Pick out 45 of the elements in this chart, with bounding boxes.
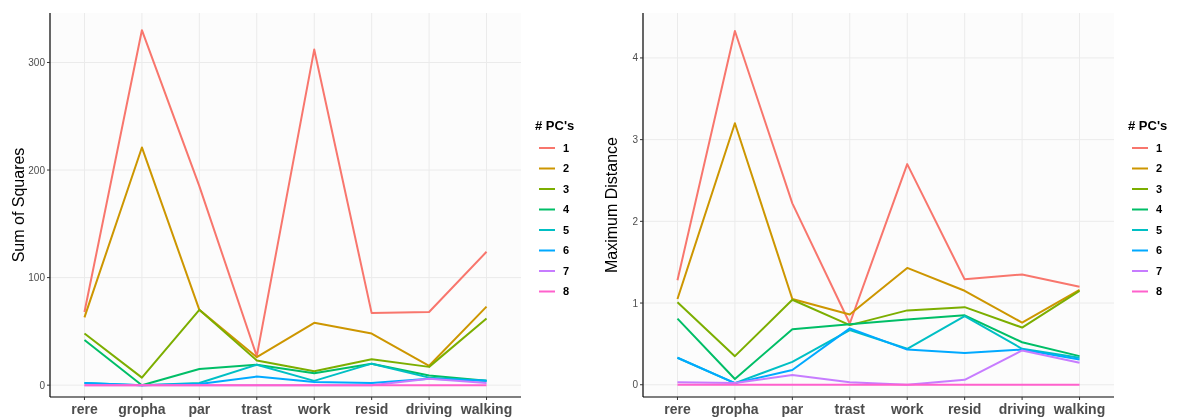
y-axis-title: Sum of Squares [10,147,27,263]
y-tick-label: 4 [632,52,639,64]
legend-label: 5 [1156,223,1163,236]
y-tick-label: 100 [28,272,46,284]
legend-label: 4 [563,203,570,216]
legend-label: 7 [1156,264,1163,277]
y-tick-label: 0 [39,379,46,391]
legend-label: 3 [563,182,570,195]
x-tick-label: trast [241,401,273,417]
legend-title: # PC's [1128,118,1168,133]
legend-label: 5 [563,223,570,236]
legend-label: 8 [563,285,570,298]
legend-label: 8 [1156,285,1163,298]
legend-label: 1 [1156,141,1163,154]
x-tick-label: par [781,401,804,417]
legend-label: 6 [563,244,570,257]
y-tick-label: 200 [28,164,46,176]
x-tick-label: gropha [711,401,759,417]
legend-label: 4 [1156,203,1163,216]
x-tick-label: driving [998,401,1046,417]
x-tick-label: rere [664,401,691,417]
x-tick-label: resid [947,401,982,417]
y-tick-label: 1 [632,297,639,309]
x-tick-label: gropha [118,401,166,417]
legend-label: 7 [563,264,570,277]
y-tick-label: 0 [632,379,639,391]
x-tick-label: work [296,401,331,417]
y-axis-title: Maximum Distance [603,136,620,274]
y-tick-label: 300 [28,56,46,68]
x-tick-label: par [188,401,211,417]
y-tick-label: 3 [632,134,639,146]
x-tick-label: driving [405,401,453,417]
x-tick-label: work [889,401,924,417]
legend-label: 6 [1156,244,1163,257]
legend-label: 1 [563,141,570,154]
x-tick-label: trast [834,401,866,417]
legend-label: 3 [1156,182,1163,195]
y-tick-label: 2 [632,215,639,227]
x-tick-label: walking [459,401,513,417]
legend-title: # PC's [535,118,575,133]
x-tick-label: rere [71,401,98,417]
legend-label: 2 [1156,162,1163,175]
legend-label: 2 [563,162,570,175]
x-tick-label: resid [354,401,389,417]
x-tick-label: walking [1052,401,1106,417]
